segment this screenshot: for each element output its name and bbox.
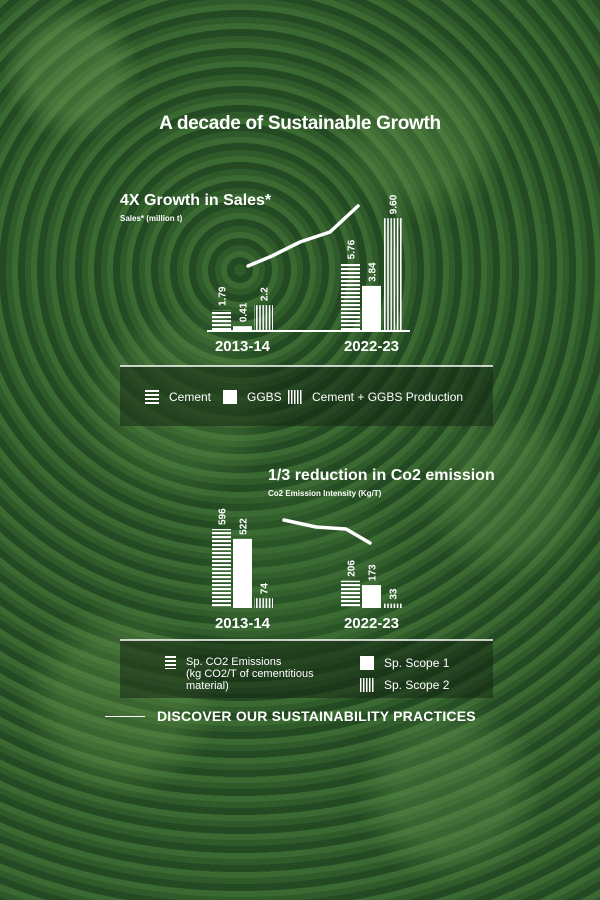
- sales-bar-2022-23-s0: [341, 263, 360, 331]
- co2-bar-2022-23-s2: [383, 603, 402, 608]
- legend-swatch-sp-co2: [165, 656, 176, 669]
- sales-bar-2022-23-s2: [383, 218, 402, 331]
- sales-value-label: 3.84: [368, 262, 379, 282]
- co2-chart-title: 1/3 reduction in Co2 emission: [268, 467, 495, 484]
- co2-value-label: 173: [368, 564, 379, 581]
- co2-legend-panel: [120, 640, 493, 698]
- sales-value-label: 2.2: [260, 287, 271, 301]
- co2-bar-2022-23-s1: [362, 585, 381, 608]
- legend-label-cement: Cement: [169, 390, 212, 404]
- legend-swatch-ggbs: [223, 390, 237, 404]
- cta-line: [105, 715, 145, 717]
- sales-bar-2013-14-s1: [233, 326, 252, 331]
- co2-tick-2022-23: 2022-23: [344, 615, 399, 632]
- legend-production: Cement + GGBS Production: [288, 390, 463, 404]
- legend-label-sp-co2: Sp. CO2 Emissions (kg CO2/T of cementiti…: [186, 656, 314, 692]
- co2-value-label: 206: [347, 560, 358, 577]
- page-title: A decade of Sustainable Growth: [159, 113, 441, 134]
- legend-label-production: Cement + GGBS Production: [312, 390, 464, 404]
- sales-trend-line: [246, 204, 360, 268]
- co2-trend-line: [282, 518, 372, 545]
- legend-scope1: Sp. Scope 1: [360, 656, 449, 670]
- legend-label-scope1: Sp. Scope 1: [384, 656, 450, 670]
- sales-bar-2013-14-s0: [212, 309, 231, 331]
- sales-value-label: 1.79: [218, 286, 229, 306]
- sales-bar-2022-23-s1: [362, 285, 381, 331]
- discover-link[interactable]: DISCOVER OUR SUSTAINABILITY PRACTICES: [105, 708, 476, 724]
- legend-label-ggbs: GGBS: [247, 390, 282, 404]
- co2-bar-2022-23-s0: [341, 580, 360, 608]
- legend-swatch-cement: [145, 390, 159, 404]
- sales-value-label: 0.41: [239, 302, 250, 322]
- co2-value-label: 596: [218, 508, 229, 525]
- co2-bar-2013-14-s0: [212, 529, 231, 608]
- co2-chart-subtitle: Co2 Emission Intensity (Kg/T): [268, 489, 382, 498]
- legend-swatch-production: [288, 390, 302, 404]
- co2-bar-2013-14-s2: [254, 598, 273, 608]
- co2-value-label: 522: [239, 518, 250, 535]
- sales-chart-title: 4X Growth in Sales*: [120, 192, 272, 209]
- sales-tick-2022-23: 2022-23: [344, 338, 399, 355]
- cta-label: DISCOVER OUR SUSTAINABILITY PRACTICES: [157, 708, 476, 724]
- sales-chart-subtitle: Sales* (million t): [120, 214, 183, 223]
- co2-value-label: 74: [260, 583, 271, 595]
- sales-value-label: 9.60: [389, 194, 400, 214]
- legend-ggbs: GGBS: [223, 390, 282, 404]
- sales-legend-panel: [120, 366, 493, 426]
- co2-tick-2013-14: 2013-14: [215, 615, 271, 632]
- co2-value-label: 33: [389, 588, 400, 600]
- sales-tick-2013-14: 2013-14: [215, 338, 271, 355]
- legend-scope2: Sp. Scope 2: [360, 678, 449, 692]
- legend-cement: Cement: [145, 390, 211, 404]
- legend-label-scope2: Sp. Scope 2: [384, 678, 450, 692]
- legend-swatch-scope2: [360, 678, 374, 692]
- legend-sp-co2: Sp. CO2 Emissions (kg CO2/T of cementiti…: [165, 656, 314, 692]
- sales-value-label: 5.76: [347, 239, 358, 259]
- legend-swatch-scope1: [360, 656, 374, 670]
- co2-bar-2013-14-s1: [233, 538, 252, 608]
- sales-bar-2013-14-s2: [254, 305, 273, 331]
